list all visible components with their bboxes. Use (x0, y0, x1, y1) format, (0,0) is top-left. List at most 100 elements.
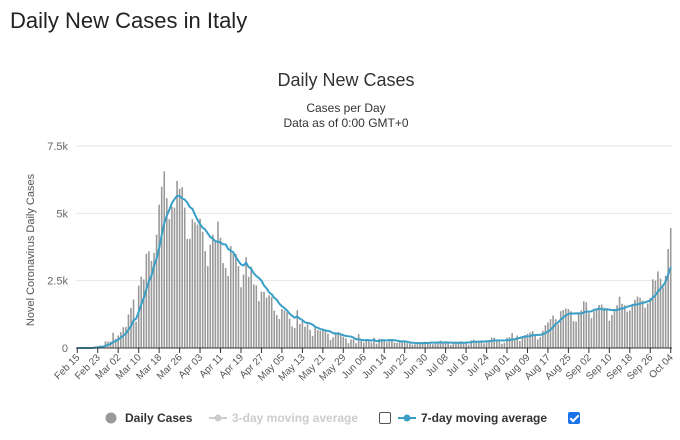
bar (664, 275, 667, 348)
legend-label-7-day-moving-average: 7-day moving average (421, 411, 548, 425)
bar (447, 343, 449, 348)
legend-item-7-day-moving-average[interactable]: 7-day moving average (398, 408, 547, 428)
bar (506, 337, 508, 348)
bar (386, 342, 388, 348)
bar (485, 342, 488, 348)
bar (196, 224, 199, 348)
bar (557, 324, 559, 348)
bar (347, 343, 350, 348)
bar (337, 332, 339, 348)
bar (524, 335, 526, 348)
bar (204, 251, 206, 348)
bar (429, 342, 432, 348)
circle-icon (105, 412, 117, 424)
bar (278, 319, 281, 348)
bar (142, 279, 145, 348)
bar (498, 341, 501, 348)
bar (160, 186, 163, 348)
bar (398, 341, 401, 348)
bar (613, 308, 616, 348)
legend-item-daily-cases[interactable]: Daily Cases (103, 408, 192, 428)
bar (293, 327, 296, 348)
seven-day-moving-average-line (77, 194, 672, 349)
bar (421, 341, 424, 348)
bar (158, 204, 160, 348)
bar (242, 274, 245, 348)
checkbox-7-day-moving-average[interactable] (568, 412, 580, 424)
bar (222, 263, 224, 348)
bar (452, 343, 455, 348)
bar (209, 244, 212, 348)
bar (644, 307, 646, 348)
bar (117, 335, 119, 348)
bar (352, 339, 355, 348)
bar (375, 343, 378, 348)
bar (634, 299, 636, 348)
bar (623, 305, 626, 348)
bar (360, 340, 363, 348)
bar (130, 307, 132, 348)
bar (166, 198, 168, 348)
bar (281, 309, 283, 348)
bar (237, 265, 240, 348)
bar (501, 343, 503, 348)
bar (508, 337, 511, 348)
bar (145, 253, 148, 348)
bar (255, 285, 258, 348)
bar (240, 287, 242, 348)
bar (608, 320, 611, 348)
bar (314, 326, 316, 348)
y-tick-label: 5k (56, 208, 68, 220)
bar (455, 341, 457, 348)
bar (488, 340, 490, 348)
bar (641, 300, 644, 348)
bar (260, 291, 263, 348)
bar (114, 338, 117, 348)
bar (319, 330, 322, 348)
bar (539, 337, 542, 348)
bar (268, 295, 270, 348)
bar (168, 219, 171, 348)
bar (636, 296, 639, 348)
bar (135, 321, 137, 348)
bar (199, 218, 201, 348)
bar (511, 333, 513, 348)
chart-legend: Daily Cases 3-day moving average 7-day m… (0, 406, 680, 430)
bar (250, 266, 253, 348)
bar (232, 253, 235, 348)
bar (621, 303, 623, 348)
bar (227, 276, 229, 348)
bar (475, 341, 478, 348)
bar (437, 341, 439, 348)
bar (383, 339, 386, 348)
y-axis-label: Novel Coronavirus Daily Cases (25, 173, 37, 326)
bar (112, 332, 114, 348)
bar (350, 339, 352, 348)
bar (194, 222, 196, 348)
bar (306, 324, 309, 348)
bar (552, 315, 554, 348)
bar (401, 342, 403, 348)
checkbox-3-day-moving-average[interactable] (379, 412, 391, 424)
legend-item-3-day-moving-average[interactable]: 3-day moving average (209, 408, 358, 428)
bar (286, 312, 288, 348)
y-tick-label: 2.5k (47, 276, 68, 288)
line-marker-icon (398, 414, 416, 422)
bar (362, 342, 365, 348)
bar (339, 334, 342, 348)
bar (503, 342, 506, 348)
bar (122, 327, 125, 348)
bar (480, 341, 483, 348)
bar (342, 336, 345, 348)
bar (214, 241, 217, 348)
bar (490, 337, 493, 348)
bar (478, 340, 480, 348)
bar (626, 311, 629, 348)
bar (247, 276, 250, 348)
bar (270, 296, 273, 348)
bar (301, 321, 304, 348)
bar (549, 319, 552, 348)
bar (186, 238, 189, 348)
bar (414, 344, 416, 348)
